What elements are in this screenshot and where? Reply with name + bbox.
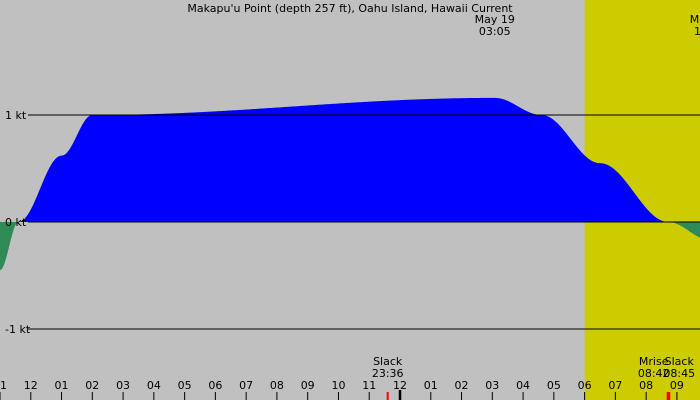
hour-label: 01: [55, 379, 69, 392]
event-time: 08:42: [638, 367, 670, 380]
hour-label: 08: [270, 379, 284, 392]
hour-label: 09: [301, 379, 315, 392]
event-time: 23:36: [372, 367, 404, 380]
hour-label: 10: [331, 379, 345, 392]
event-time: 08:45: [663, 367, 695, 380]
hour-label: 02: [85, 379, 99, 392]
current-areas: [0, 97, 700, 271]
y-tick-label: 0 kt: [5, 216, 27, 229]
y-axis-labels: 1 kt 0 kt -1 kt: [5, 109, 31, 336]
hour-label: 03: [485, 379, 499, 392]
hour-label: 04: [516, 379, 530, 392]
flood-area: [18, 97, 669, 222]
ebb-area: [0, 222, 19, 271]
hour-label: 11: [0, 379, 7, 392]
hour-label: 08: [639, 379, 653, 392]
hour-label: 06: [208, 379, 222, 392]
hour-label: 06: [578, 379, 592, 392]
bottom-event-labels: Slack23:36Mrise08:42Slack08:45Slack11:32…: [372, 355, 695, 380]
y-tick-label: 1 kt: [5, 109, 27, 122]
hour-label: 07: [608, 379, 622, 392]
hour-label: 02: [455, 379, 469, 392]
event-label: Slack: [665, 355, 695, 368]
y-tick-label: -1 kt: [5, 323, 31, 336]
peak-time: 10:04: [694, 25, 700, 38]
peak-time: 03:05: [479, 25, 511, 38]
hour-label: 09: [670, 379, 684, 392]
hour-label: 01: [424, 379, 438, 392]
speed-gridlines: [28, 114, 700, 330]
hour-label: 12: [393, 379, 407, 392]
ebb-area: [668, 222, 700, 238]
hour-label: 05: [178, 379, 192, 392]
hour-label: 12: [24, 379, 38, 392]
x-axis: 11 12 01 02 03 04 05 06 07 08 09 10 11 12 01 02 03 04 05 06…: [0, 379, 684, 400]
hour-label: 04: [147, 379, 161, 392]
hour-label: 03: [116, 379, 130, 392]
hour-label: 11: [362, 379, 376, 392]
peak-date: May 19: [475, 13, 515, 26]
peak-date: May 19: [690, 13, 700, 26]
hour-label: 05: [547, 379, 561, 392]
event-label: Slack: [373, 355, 403, 368]
hour-label: 07: [239, 379, 253, 392]
chart-title: Makapu'u Point (depth 257 ft), Oahu Isla…: [187, 2, 513, 15]
event-label: Mrise: [639, 355, 669, 368]
peak-event: May 1910:04: [690, 13, 700, 38]
